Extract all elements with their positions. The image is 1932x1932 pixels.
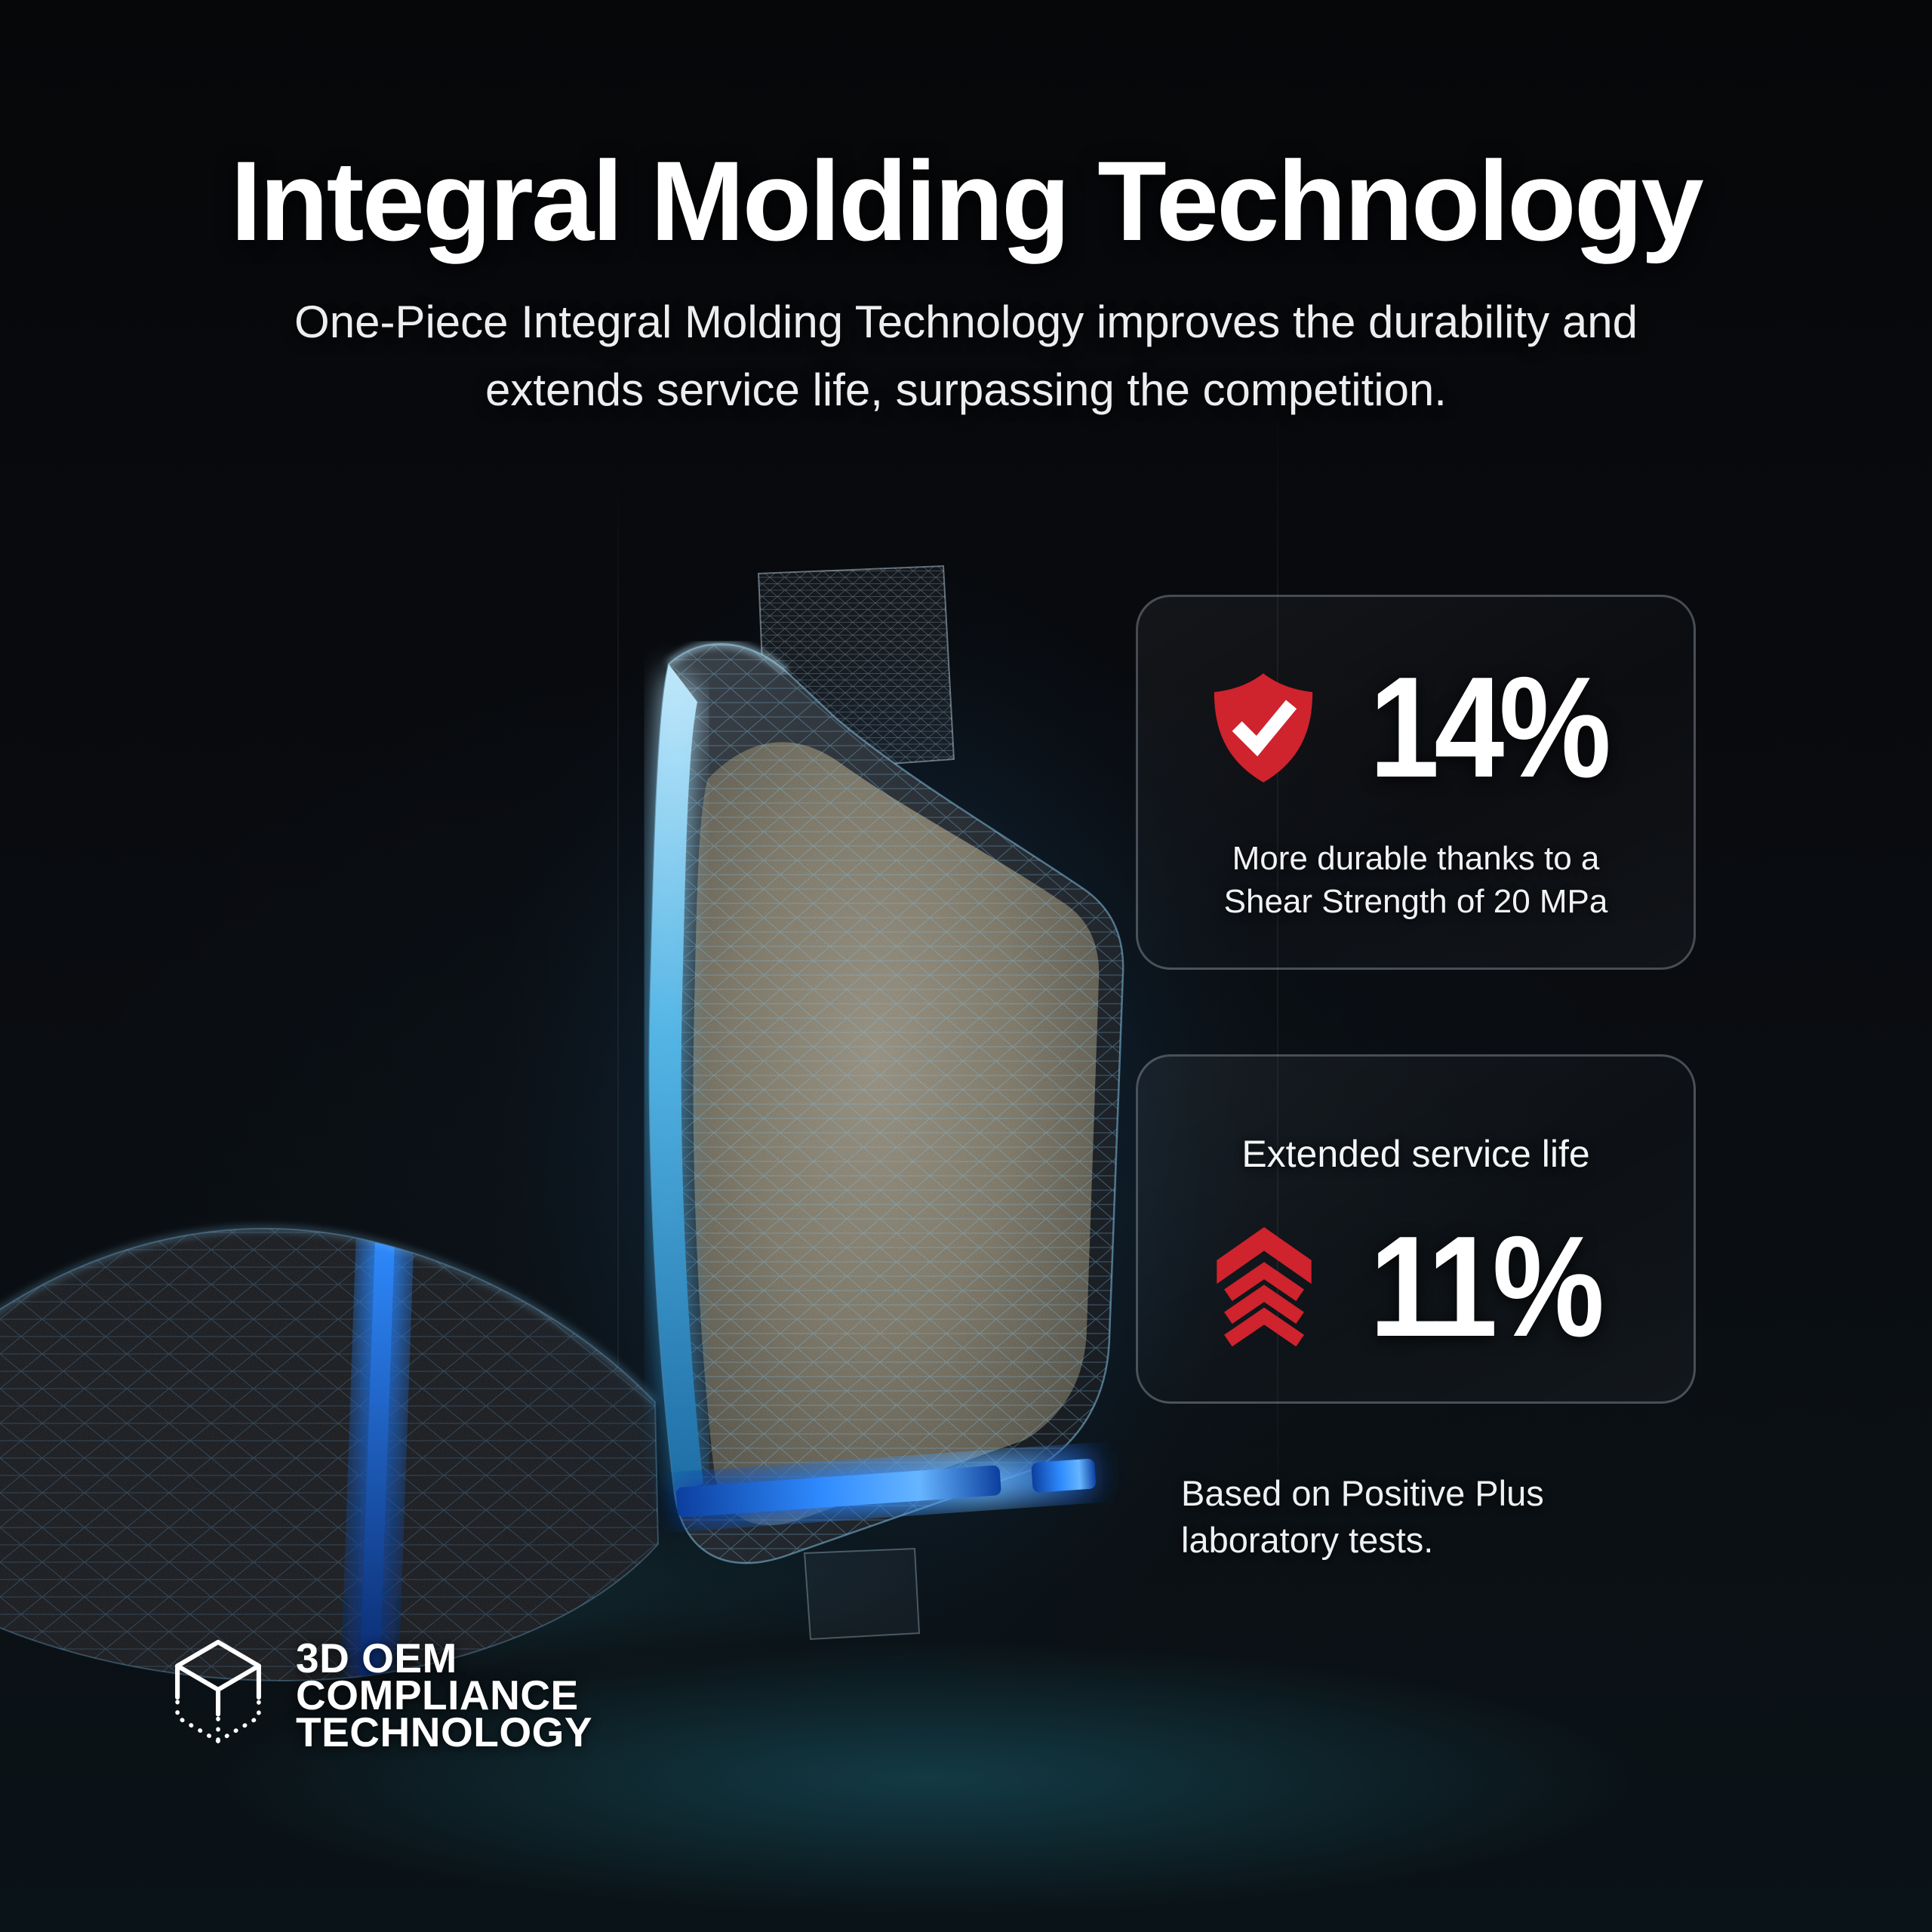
arrows-up-icon	[1217, 1227, 1312, 1346]
molded-slot-glow	[675, 1448, 1097, 1526]
service-life-stat-value: 11%	[1369, 1207, 1604, 1367]
brand-logo-text: 3D OEM COMPLIANCE TECHNOLOGY	[296, 1634, 593, 1755]
durability-caption-line-1: More durable thanks to a	[1232, 840, 1600, 877]
durability-stat-card: 14% More durable thanks to a Shear Stren…	[1136, 595, 1696, 970]
page-subtitle: One-Piece Integral Molding Technology im…	[0, 288, 1932, 424]
durability-stat-caption: More durable thanks to a Shear Strength …	[1138, 837, 1694, 923]
page-title: Integral Molding Technology	[230, 137, 1704, 264]
logo-line-1: 3D OEM	[296, 1634, 457, 1681]
durability-stat-value: 14%	[1369, 648, 1611, 808]
footnote-line-1: Based on Positive Plus	[1181, 1473, 1544, 1513]
service-life-label: Extended service life	[1241, 1133, 1590, 1175]
shield-check-icon	[1214, 672, 1313, 783]
subtitle-line-2: extends service life, surpassing the com…	[485, 365, 1447, 415]
service-life-stat-card: Extended service life 11%	[1136, 1054, 1696, 1404]
logo-line-3: TECHNOLOGY	[296, 1708, 593, 1755]
footnote-line-2: laboratory tests.	[1181, 1520, 1434, 1560]
subtitle-line-1: One-Piece Integral Molding Technology im…	[294, 297, 1638, 347]
brake-pad-upright	[479, 528, 1279, 1736]
durability-caption-line-2: Shear Strength of 20 MPa	[1223, 883, 1608, 920]
footnote: Based on Positive Plus laboratory tests.	[1181, 1470, 1544, 1564]
logo-line-2: COMPLIANCE	[296, 1671, 579, 1718]
wireframe-cube-icon	[175, 1639, 261, 1744]
brand-logo: 3D OEM COMPLIANCE TECHNOLOGY	[172, 1630, 592, 1760]
